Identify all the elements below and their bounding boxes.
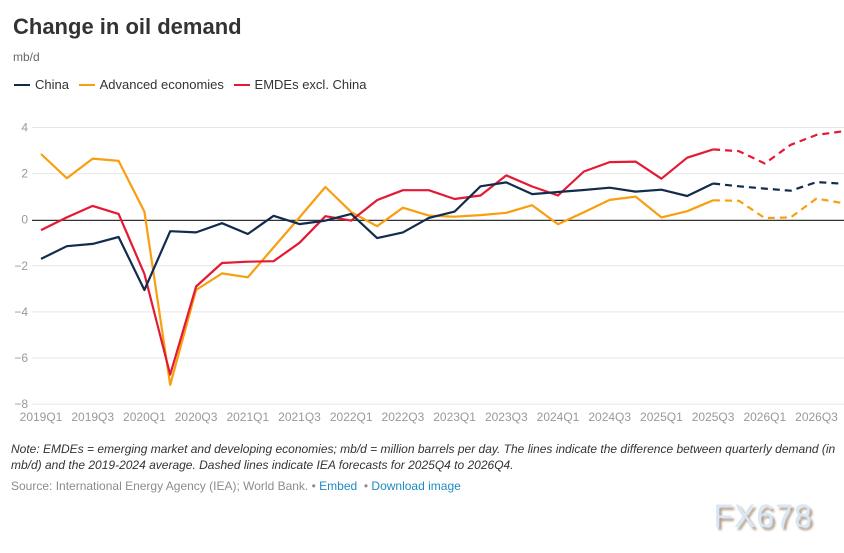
svg-text:2021Q3: 2021Q3: [278, 410, 321, 424]
svg-text:−2: −2: [14, 259, 28, 273]
svg-text:2020Q3: 2020Q3: [175, 410, 218, 424]
svg-text:2022Q1: 2022Q1: [330, 410, 373, 424]
svg-text:2023Q3: 2023Q3: [485, 410, 528, 424]
svg-text:2019Q1: 2019Q1: [20, 410, 63, 424]
svg-text:2023Q1: 2023Q1: [433, 410, 476, 424]
svg-text:2024Q1: 2024Q1: [537, 410, 580, 424]
svg-text:−4: −4: [14, 305, 28, 319]
svg-text:2020Q1: 2020Q1: [123, 410, 166, 424]
svg-text:4: 4: [21, 121, 28, 135]
svg-text:2019Q3: 2019Q3: [71, 410, 114, 424]
svg-text:0: 0: [21, 213, 28, 227]
svg-text:2025Q1: 2025Q1: [640, 410, 683, 424]
svg-text:2022Q3: 2022Q3: [382, 410, 425, 424]
svg-text:2021Q1: 2021Q1: [226, 410, 269, 424]
svg-text:2026Q1: 2026Q1: [743, 410, 786, 424]
svg-text:2: 2: [21, 167, 28, 181]
svg-text:2026Q3: 2026Q3: [795, 410, 838, 424]
svg-text:−8: −8: [14, 397, 28, 411]
svg-text:2025Q3: 2025Q3: [692, 410, 735, 424]
svg-text:−6: −6: [14, 351, 28, 365]
svg-text:2024Q3: 2024Q3: [588, 410, 631, 424]
